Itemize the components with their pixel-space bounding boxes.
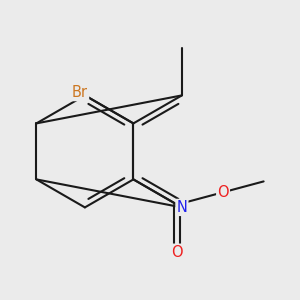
Text: O: O [171,245,183,260]
Text: O: O [217,185,229,200]
Text: N: N [176,200,187,215]
Text: Br: Br [72,85,88,100]
